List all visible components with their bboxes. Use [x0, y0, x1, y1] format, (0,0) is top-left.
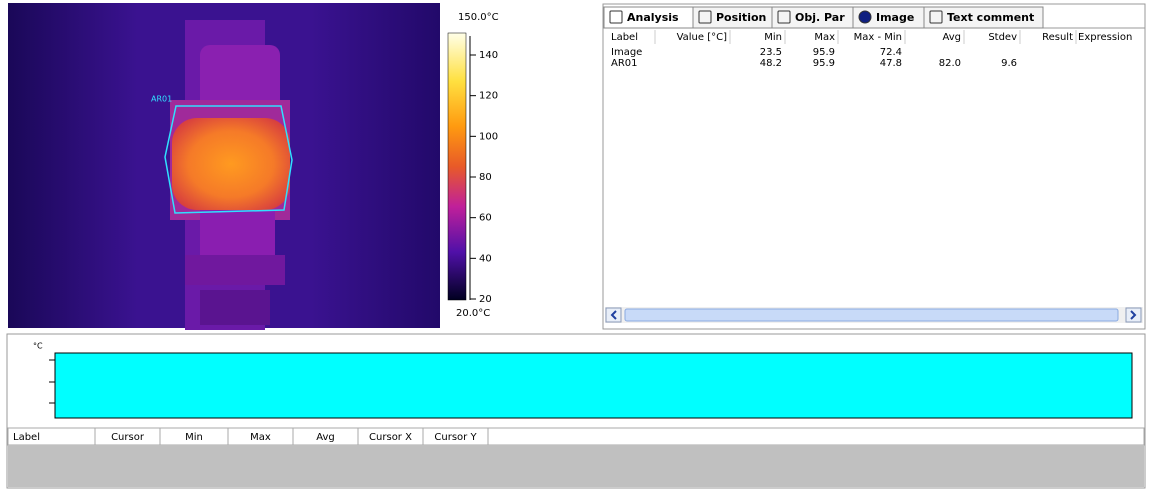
- scale-min: 20.0°C: [456, 308, 490, 319]
- profile-rows: [8, 445, 1144, 487]
- column-header: Min: [764, 32, 782, 43]
- table-cell: 9.6: [1001, 58, 1017, 69]
- column-header: Max: [250, 432, 271, 443]
- scale-tick-label: 40: [479, 253, 492, 264]
- tab-label: Analysis: [627, 11, 679, 24]
- scale-tick-label: 140: [479, 50, 498, 61]
- scale-tick-label: 60: [479, 213, 492, 224]
- table-cell: 82.0: [939, 58, 961, 69]
- table-cell: 95.9: [813, 58, 835, 69]
- scale-max: 150.0°C: [458, 12, 499, 23]
- tab-label: Obj. Par: [795, 11, 845, 24]
- column-header: Avg: [942, 32, 961, 43]
- scrollbar[interactable]: [605, 307, 1143, 323]
- roi-label: AR01: [151, 95, 172, 104]
- profile-plot: [55, 353, 1132, 418]
- object: [170, 20, 290, 330]
- column-header: Avg: [316, 432, 335, 443]
- column-header: Label: [611, 32, 638, 43]
- unit-label: °C: [33, 342, 43, 351]
- column-header: Max: [814, 32, 835, 43]
- column-header: Expression: [1078, 32, 1132, 43]
- profile-header: [8, 428, 1144, 445]
- column-header: Stdev: [988, 32, 1017, 43]
- scale-tick-label: 100: [479, 131, 498, 142]
- column-header: Label: [13, 432, 40, 443]
- table-cell: Image: [611, 47, 642, 58]
- table-cell: 23.5: [760, 47, 782, 58]
- table-cell: 47.8: [880, 58, 902, 69]
- table-cell: 72.4: [880, 47, 902, 58]
- column-header: Result: [1042, 32, 1073, 43]
- tab-icon: [859, 11, 871, 23]
- window: AR01 150.0°C 20.0°C 140 120 100 80 60 40 20 An…: [0, 0, 1150, 490]
- column-header: Max - Min: [854, 32, 902, 43]
- table-cell: 95.9: [813, 47, 835, 58]
- scale-tick-label: 80: [479, 172, 492, 183]
- analysis-panel: [603, 4, 1145, 329]
- scale-tick-label: 120: [479, 91, 498, 102]
- tab-label: Text comment: [947, 11, 1034, 24]
- color-bar: [448, 33, 466, 300]
- tab-label: Position: [716, 11, 766, 24]
- column-header: Min: [185, 432, 203, 443]
- tab-label: Image: [876, 11, 914, 24]
- scale-tick-label: 20: [479, 294, 492, 305]
- column-header: Cursor X: [369, 432, 412, 443]
- column-header: Cursor Y: [434, 432, 477, 443]
- column-header: Cursor: [111, 432, 145, 443]
- column-header: Value [°C]: [677, 32, 728, 43]
- table-cell: AR01: [611, 58, 638, 69]
- table-cell: 48.2: [760, 58, 782, 69]
